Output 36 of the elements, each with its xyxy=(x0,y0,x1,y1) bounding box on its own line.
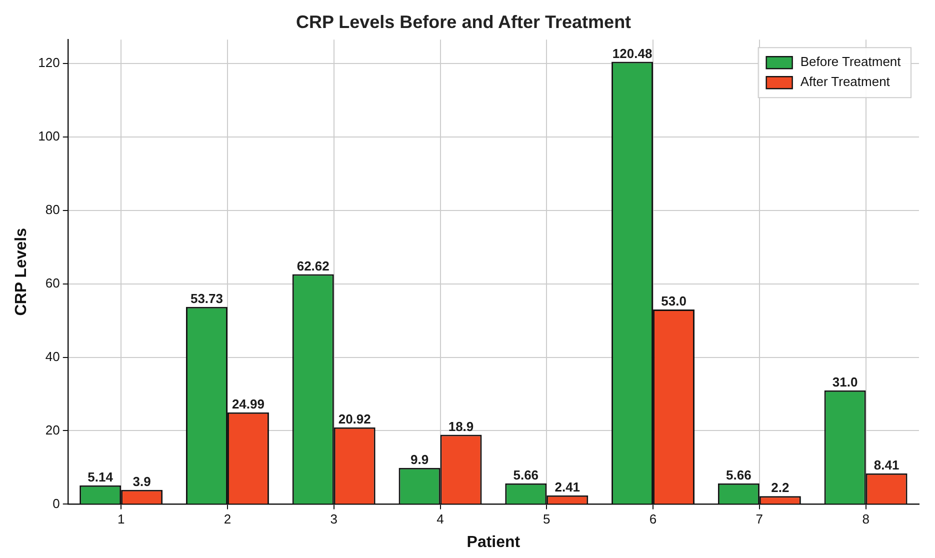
data-label: 5.66 xyxy=(513,467,539,482)
data-label: 2.2 xyxy=(771,480,790,496)
y-axis-title: CRP Levels xyxy=(13,228,30,316)
data-label: 62.62 xyxy=(296,258,330,274)
data-label: 18.9 xyxy=(448,418,474,434)
legend-label: After Treatment xyxy=(800,74,890,90)
y-tick-label: 120 xyxy=(38,55,60,70)
data-label: 53.73 xyxy=(190,290,223,306)
y-tick-label: 0 xyxy=(52,496,60,511)
x-tick-label: 1 xyxy=(117,512,125,527)
x-tick-label: 3 xyxy=(330,512,338,527)
y-tick-label: 60 xyxy=(45,275,60,290)
y-tick-label: 100 xyxy=(38,128,60,144)
data-label: 120.48 xyxy=(612,46,652,61)
x-axis-title: Patient xyxy=(466,534,521,551)
data-label: 53.0 xyxy=(661,294,686,309)
chart-title: CRP Levels Before and After Treatment xyxy=(296,12,632,32)
x-tick-label: 2 xyxy=(224,512,232,527)
legend-label: Before Treatment xyxy=(800,54,902,70)
data-label: 8.41 xyxy=(874,457,900,472)
x-tick-label: 5 xyxy=(543,512,550,527)
x-tick-label: 4 xyxy=(436,512,444,527)
x-tick-label: 6 xyxy=(649,512,657,527)
data-label: 3.9 xyxy=(132,474,151,489)
data-label: 24.99 xyxy=(232,396,264,412)
data-label: 20.92 xyxy=(338,411,371,426)
data-label: 9.9 xyxy=(410,452,429,467)
y-tick-label: 20 xyxy=(45,422,60,438)
data-label: 5.66 xyxy=(726,467,752,482)
x-tick-label: 7 xyxy=(756,512,764,527)
data-label: 31.0 xyxy=(832,374,858,390)
y-tick-label: 80 xyxy=(45,202,60,217)
data-label: 2.41 xyxy=(554,479,580,494)
y-tick-label: 40 xyxy=(45,348,60,364)
data-label: 5.14 xyxy=(88,469,114,484)
x-tick-label: 8 xyxy=(862,512,870,527)
